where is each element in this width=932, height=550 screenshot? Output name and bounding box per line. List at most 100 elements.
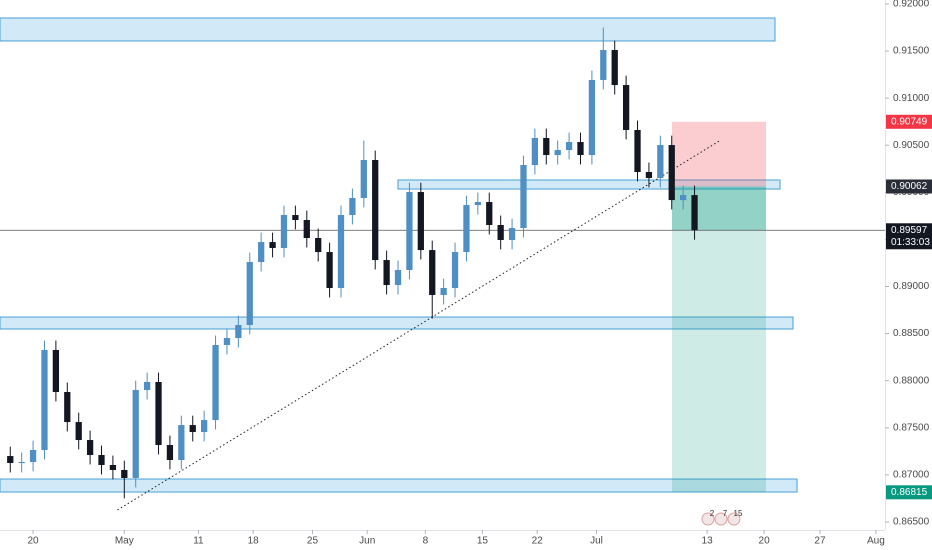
candle-body	[508, 228, 516, 240]
candle-body	[372, 160, 379, 261]
x-tick-label: May	[115, 536, 134, 547]
x-tick-label: 25	[307, 536, 319, 547]
candle-body	[486, 202, 493, 226]
price-label-bg	[886, 485, 932, 500]
price-label: 0.86815	[891, 487, 928, 498]
candle-body	[394, 270, 402, 286]
x-tick-label: 27	[814, 536, 826, 547]
candle-body	[577, 142, 584, 156]
candle-body	[41, 349, 48, 451]
candle-body	[201, 420, 208, 433]
candle-body	[680, 195, 687, 201]
y-tick-label: 0.87000	[893, 470, 930, 481]
x-tick-label: Jun	[359, 536, 375, 547]
candle-body	[258, 242, 265, 263]
price-label: 0.90062	[891, 181, 928, 192]
candle-body	[531, 137, 539, 166]
candle-body	[326, 252, 333, 289]
y-tick-label: 0.89000	[893, 281, 930, 292]
candle-body	[7, 456, 14, 464]
y-tick-label: 0.90500	[893, 140, 930, 151]
event-label: 2	[710, 509, 715, 518]
y-tick-label: 0.91500	[893, 46, 930, 57]
price-label-bg	[886, 114, 932, 129]
candle-body	[18, 461, 25, 464]
candle-body	[429, 250, 436, 295]
price-label: 0.90749	[891, 116, 928, 127]
event-marker	[714, 512, 728, 526]
candle-body	[132, 390, 139, 478]
candle-body	[109, 464, 117, 470]
candle-body	[121, 469, 128, 478]
candle-body	[668, 145, 675, 201]
candle-body	[189, 425, 196, 433]
candle-body	[588, 79, 596, 156]
candle-body	[246, 262, 253, 326]
x-tick-label: 13	[702, 536, 714, 547]
candle-body	[315, 238, 322, 253]
x-tick-label: 22	[532, 536, 544, 547]
candle-body	[474, 202, 481, 206]
x-tick-label: 20	[28, 536, 40, 547]
x-tick-label: 20	[759, 536, 771, 547]
candle-body	[565, 142, 573, 151]
support-resistance-zone	[0, 17, 776, 42]
y-tick-label: 0.91000	[893, 93, 930, 104]
x-tick-label: 8	[423, 536, 429, 547]
candle-body	[440, 288, 447, 295]
candle-body	[520, 165, 527, 229]
x-tick-label: Jul	[590, 536, 603, 547]
candle-body	[64, 391, 71, 423]
y-tick-label: 0.86500	[893, 517, 930, 528]
x-tick-label: 11	[193, 536, 204, 547]
event-marker	[727, 512, 741, 526]
stop-loss-area	[672, 121, 766, 187]
take-profit-area	[672, 186, 766, 493]
candle-body	[337, 215, 345, 289]
x-tick-label: 18	[248, 536, 260, 547]
support-resistance-zone	[0, 478, 798, 493]
candle-body	[622, 85, 630, 130]
candle-body	[52, 349, 60, 392]
candle-body	[417, 192, 424, 251]
candle-body	[223, 338, 231, 345]
event-marker	[701, 512, 715, 526]
y-tick-label: 0.92000	[893, 0, 930, 10]
price-label: 0.89597	[891, 225, 928, 236]
candle-body	[143, 382, 151, 391]
candle-body	[303, 220, 310, 239]
price-label-bg	[886, 179, 932, 194]
candle-body	[178, 425, 185, 460]
support-resistance-zone	[397, 179, 781, 190]
candle-body	[691, 195, 698, 231]
candle-body	[166, 445, 174, 460]
candle-body	[406, 192, 413, 271]
open-profit-area	[672, 186, 766, 231]
candle-body	[98, 455, 105, 465]
candle-body	[292, 215, 299, 221]
candle-body	[86, 440, 94, 456]
candle-body	[383, 260, 390, 286]
y-tick-label: 0.88500	[893, 328, 930, 339]
candle-body	[349, 197, 356, 216]
candle-body	[554, 150, 561, 156]
x-tick-label: Aug	[867, 536, 885, 547]
candle-body	[543, 137, 550, 156]
y-tick-label: 0.87500	[893, 422, 930, 433]
candle-body	[497, 225, 504, 240]
price-label-bg	[886, 223, 932, 250]
candle-body	[645, 171, 653, 179]
candle-body	[280, 215, 288, 248]
support-resistance-zone	[0, 316, 794, 330]
candle-body	[212, 344, 219, 421]
y-tick-label: 0.88000	[893, 375, 930, 386]
candle-body	[155, 382, 162, 446]
event-label: 7	[723, 509, 728, 518]
candle-body	[451, 252, 459, 289]
x-tick-label: 15	[477, 536, 489, 547]
candle-body	[611, 50, 618, 86]
candle-body	[634, 129, 641, 172]
event-label: 15	[734, 509, 743, 518]
